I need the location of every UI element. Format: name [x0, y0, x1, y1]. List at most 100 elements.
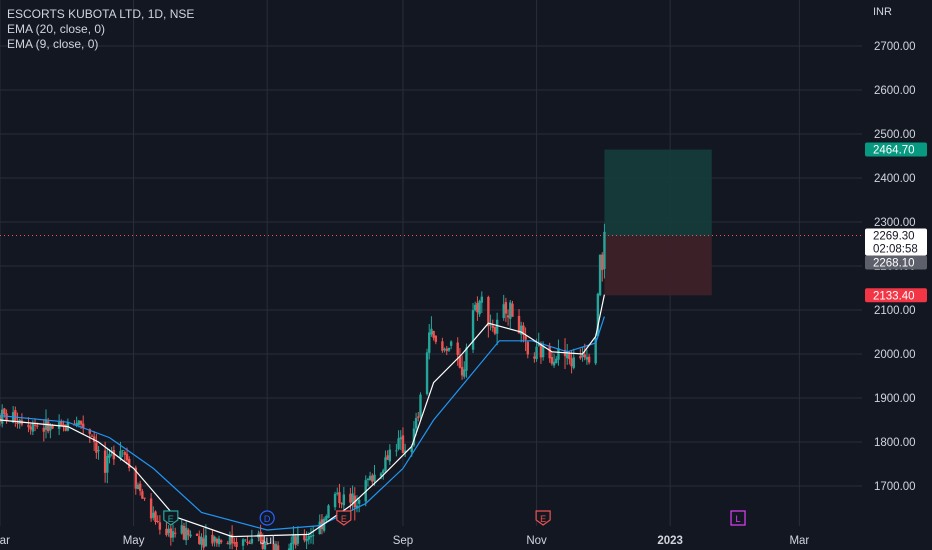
event-marker-letter: E: [540, 514, 546, 524]
candle-body: [327, 505, 330, 518]
ema20-legend[interactable]: EMA (20, close, 0): [7, 22, 106, 36]
time-tick-label: Jul: [260, 535, 275, 547]
candle-body: [395, 450, 398, 452]
candle-body: [384, 457, 387, 471]
time-tick-label: May: [123, 535, 145, 547]
candle-body: [338, 492, 341, 504]
candle-body: [165, 528, 168, 536]
candle-body: [287, 548, 291, 550]
candle-body: [90, 435, 94, 437]
symbol-title[interactable]: ESCORTS KUBOTA LTD, 1D, NSE: [7, 7, 195, 21]
candle-body: [533, 356, 536, 359]
candle-body: [156, 520, 159, 522]
price-tick-label: 2000.00: [874, 349, 916, 361]
candle-body: [119, 450, 122, 459]
candle-body: [357, 499, 361, 504]
candle-body: [31, 423, 35, 432]
stop-price-badge: [865, 288, 927, 303]
candle-body: [182, 525, 186, 540]
candle-body: [152, 512, 155, 518]
candle-body: [587, 356, 591, 363]
time-tick-label: Mar: [789, 535, 809, 547]
target-price-badge-text: 2464.70: [873, 145, 915, 157]
candle-body: [230, 534, 234, 544]
candle-body: [520, 325, 523, 335]
ema9-line: [0, 294, 605, 538]
candle-body: [585, 357, 589, 360]
candle-body: [123, 452, 127, 455]
candle-body: [471, 310, 475, 350]
candle-body: [566, 351, 569, 359]
candle-body: [596, 293, 600, 336]
candle-body: [322, 518, 326, 531]
candle-body: [296, 535, 300, 544]
candle-body: [158, 522, 162, 530]
candle-body: [103, 450, 107, 473]
candle-body: [82, 423, 85, 429]
candle-body: [112, 450, 116, 460]
candle-body: [511, 303, 514, 317]
event-marker-icon: [730, 510, 746, 526]
ema9-legend[interactable]: EMA (9, close, 0): [7, 37, 99, 51]
candle-body: [474, 304, 477, 311]
candle-body: [557, 348, 560, 360]
candle-body: [366, 478, 370, 481]
candle-body: [16, 423, 19, 425]
price-tick-label: 2300.00: [874, 217, 916, 229]
candle-body: [233, 542, 236, 544]
candle-body: [303, 534, 306, 541]
candle-body: [226, 542, 229, 544]
price-tick-label: 2700.00: [874, 41, 916, 53]
candle-body: [49, 425, 52, 431]
time-axis[interactable]: Mar May Jul Sep Nov 2023 Mar: [0, 535, 809, 547]
candle-body: [434, 335, 438, 342]
time-tick-label: Sep: [393, 535, 413, 547]
candle-body: [388, 449, 392, 462]
candle-body: [537, 344, 540, 346]
candle-body: [0, 409, 4, 424]
candle-body: [509, 302, 512, 319]
candle-body: [290, 542, 293, 550]
candle-body: [248, 542, 251, 544]
candle-body: [246, 541, 249, 543]
candle-body: [121, 450, 124, 452]
target-zone: [604, 149, 712, 237]
candle-body: [42, 427, 45, 432]
time-tick-label: Nov: [526, 535, 547, 547]
candle-body: [463, 369, 466, 377]
candle-body: [456, 342, 459, 355]
candle-body: [27, 424, 30, 428]
candle-body: [276, 545, 280, 550]
event-marker-letter: L: [736, 514, 741, 524]
candle-body: [382, 470, 385, 473]
candle-body: [399, 437, 402, 440]
candle-body: [318, 521, 321, 535]
candle-body: [29, 426, 32, 430]
stop-zone: [604, 236, 712, 296]
candle-body: [397, 438, 400, 450]
candle-body: [213, 536, 216, 542]
candle-body: [410, 446, 413, 453]
candle-body: [95, 442, 98, 453]
candle-body: [195, 533, 199, 536]
candlestick-series: [0, 223, 606, 550]
candle-body: [189, 534, 192, 537]
candle-body: [294, 536, 297, 545]
candle-body: [125, 453, 129, 461]
candle-body: [487, 296, 490, 327]
long-position-tool[interactable]: [604, 149, 712, 296]
candle-body: [502, 304, 505, 319]
candle-body: [259, 531, 262, 542]
candle-body: [539, 343, 543, 358]
candle-body: [371, 475, 374, 482]
candle-body: [349, 493, 352, 503]
candle-body: [149, 498, 153, 519]
ema20-line: [0, 316, 605, 531]
candle-body: [5, 413, 8, 421]
candle-body: [449, 341, 453, 346]
candle-body: [355, 505, 359, 509]
candle-body: [311, 535, 315, 537]
